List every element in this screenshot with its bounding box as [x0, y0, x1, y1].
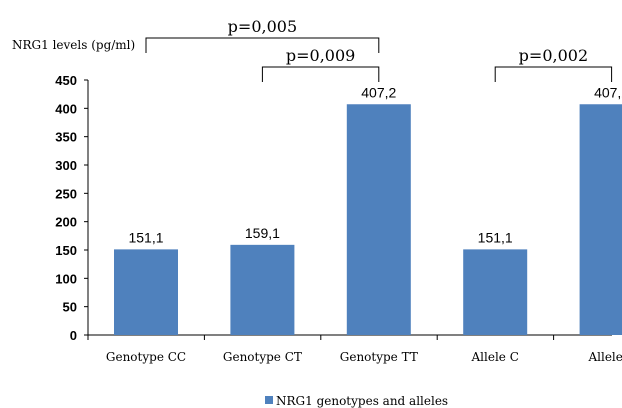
significance-bracket — [145, 37, 380, 53]
y-tick-label: 100 — [55, 271, 77, 286]
y-axis-label: NRG1 levels (pg/ml) — [12, 38, 135, 52]
bar — [463, 249, 528, 335]
data-label: 151,1 — [128, 229, 163, 245]
legend: NRG1 genotypes and alleles — [265, 394, 448, 408]
x-tick-label: Allele T — [587, 350, 622, 364]
p-value-label: p=0,002 — [519, 46, 588, 65]
y-tick-label: 200 — [55, 215, 77, 230]
legend-label: NRG1 genotypes and alleles — [276, 394, 448, 408]
bar — [114, 249, 178, 335]
legend-swatch — [265, 396, 273, 404]
y-tick-label: 0 — [70, 328, 77, 343]
data-label: 159,1 — [245, 225, 280, 241]
data-label: 151,1 — [478, 229, 513, 245]
bar — [346, 104, 411, 336]
significance-brackets: p=0,005 p=0,009 p=0,002 — [145, 17, 613, 82]
bar — [230, 244, 295, 335]
bar — [579, 104, 622, 336]
x-tick-label: Genotype CC — [106, 350, 186, 364]
significance-bracket — [494, 66, 613, 82]
x-tick-label: Allele C — [471, 350, 519, 364]
y-tick-label: 350 — [55, 130, 77, 145]
p-value-label: p=0,005 — [228, 17, 297, 36]
p-value-label: p=0,009 — [286, 46, 355, 65]
y-tick-label: 150 — [55, 243, 77, 258]
data-label: 407,2 — [361, 84, 396, 100]
y-tick-label: 450 — [55, 73, 77, 88]
significance-bracket — [261, 66, 380, 82]
bars: 151,1 159,1 407,2 151,1 407,2 — [114, 84, 622, 336]
y-tick-label: 250 — [55, 186, 77, 201]
x-tick-label: Genotype CT — [223, 350, 302, 364]
x-axis: Genotype CC Genotype CT Genotype TT Allele … — [87, 334, 622, 364]
y-tick-label: 50 — [63, 300, 77, 315]
x-tick-label: Genotype TT — [340, 350, 418, 364]
y-tick-label: 300 — [55, 158, 77, 173]
data-label: 407,2 — [594, 84, 622, 100]
y-tick-label: 400 — [55, 101, 77, 116]
y-axis: 0 50 100 150 200 250 300 350 400 450 — [55, 73, 89, 343]
